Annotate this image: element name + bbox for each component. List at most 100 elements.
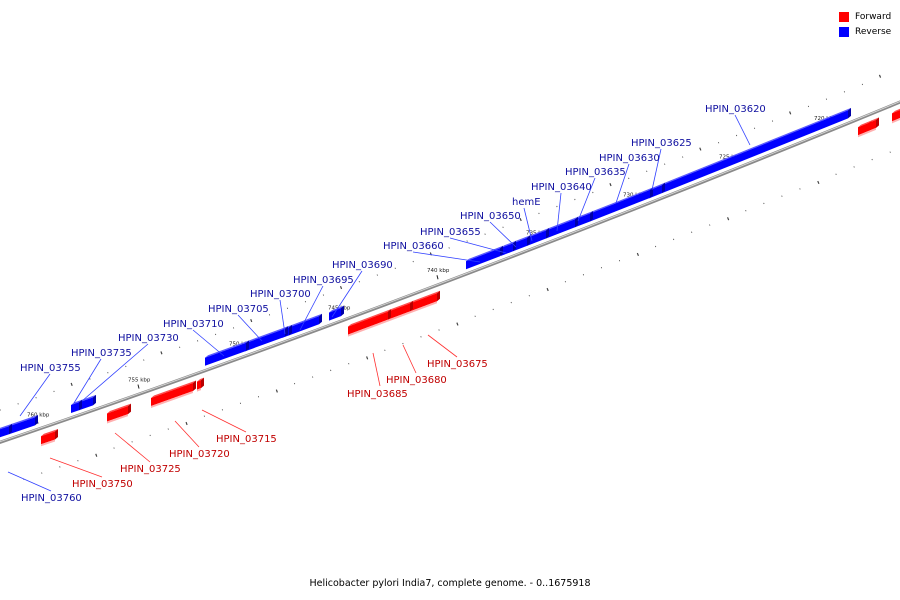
gene-label-HPIN_03730[interactable]: HPIN_03730 — [118, 333, 179, 344]
gene-HPIN_03685[interactable] — [348, 309, 391, 337]
gene-label-HPIN_03620[interactable]: HPIN_03620 — [705, 104, 766, 115]
gene-HPIN_03760[interactable] — [0, 423, 12, 439]
gene-label-HPIN_03660[interactable]: HPIN_03660 — [383, 241, 444, 252]
gene-label-HPIN_03685[interactable]: HPIN_03685 — [347, 389, 408, 400]
gene-label-HPIN_03755[interactable]: HPIN_03755 — [20, 363, 81, 374]
gene-shadow — [151, 391, 193, 408]
gene-HPIN_03675[interactable] — [410, 290, 440, 314]
gene-label-HPIN_03655[interactable]: HPIN_03655 — [420, 227, 481, 238]
gene-HPIN_03755[interactable] — [9, 414, 38, 435]
gene-HPIN_03695[interactable] — [289, 313, 322, 336]
gene-HPIN_03705[interactable] — [245, 326, 288, 352]
label-connector — [577, 177, 596, 222]
gene-shadow — [197, 388, 201, 392]
label-connector — [49, 457, 103, 478]
gene-label-HPIN_03680[interactable]: HPIN_03680 — [386, 375, 447, 386]
gene-HPIN_03725[interactable] — [107, 403, 131, 424]
gene-label-HPIN_03625[interactable]: HPIN_03625 — [631, 138, 692, 149]
gene-top-face — [892, 108, 900, 114]
gene-front-face — [527, 230, 546, 246]
inner-tick-marks — [23, 151, 891, 480]
gene-gene-extra-2[interactable] — [869, 117, 879, 133]
gene-side-face — [79, 399, 82, 411]
gene-label-HPIN_03750[interactable]: HPIN_03750 — [72, 479, 133, 490]
gene-HPIN_03680[interactable] — [388, 300, 413, 322]
gene-front-face — [0, 426, 9, 438]
legend-forward-label: Forward — [855, 11, 892, 22]
gene-label-HPIN_03710[interactable]: HPIN_03710 — [163, 319, 224, 330]
gene-top-face — [197, 377, 204, 382]
kbp-label: 740 kbp — [427, 268, 450, 274]
gene-top-face — [410, 290, 440, 304]
gene-side-face — [527, 235, 530, 246]
gene-HPIN_03655[interactable] — [501, 240, 516, 256]
gene-HPIN_03735[interactable] — [71, 399, 82, 413]
gene-gene-extra-3[interactable] — [892, 106, 900, 124]
gene-HPIN_03710[interactable] — [205, 340, 249, 366]
genome-backbone — [0, 100, 900, 444]
gene-front-face — [348, 311, 388, 335]
gene-shadow — [348, 319, 388, 337]
gene-top-face — [107, 403, 131, 414]
gene-side-face — [35, 414, 38, 426]
gene-label-HPIN_03705[interactable]: HPIN_03705 — [208, 304, 269, 315]
gene-front-face — [329, 308, 341, 321]
gene-label-HPIN_03630[interactable]: HPIN_03630 — [599, 153, 660, 164]
gene-top-face — [329, 305, 344, 313]
gene-label-hemE[interactable]: hemE — [512, 197, 541, 208]
gene-top-face — [71, 399, 82, 405]
tick-mark — [185, 421, 188, 426]
tick-mark — [339, 285, 343, 290]
tick-mark — [699, 147, 702, 151]
kbp-tick — [137, 384, 140, 389]
tick-mark — [636, 252, 639, 257]
gene-label-HPIN_03700[interactable]: HPIN_03700 — [250, 289, 311, 300]
gene-label-HPIN_03725[interactable]: HPIN_03725 — [120, 464, 181, 475]
gene-side-face — [93, 394, 96, 406]
gene-label-HPIN_03735[interactable]: HPIN_03735 — [71, 348, 132, 359]
tick-mark — [95, 453, 98, 457]
gene-top-face — [858, 120, 872, 128]
gene-HPIN_03720[interactable] — [151, 380, 196, 408]
gene-side-face — [388, 309, 391, 320]
label-connector — [201, 409, 247, 433]
gene-label-HPIN_03720[interactable]: HPIN_03720 — [169, 449, 230, 460]
kbp-tick — [436, 275, 439, 280]
gene-label-HPIN_03760[interactable]: HPIN_03760 — [21, 493, 82, 504]
legend-reverse: Reverse — [839, 24, 891, 39]
gene-shadow — [869, 127, 876, 133]
label-connector — [427, 334, 458, 358]
label-connector — [174, 420, 200, 448]
label-connector — [449, 237, 507, 254]
reverse-swatch — [839, 26, 849, 37]
gene-top-face — [590, 187, 653, 214]
tick-mark — [366, 356, 369, 360]
gene-front-face — [9, 417, 35, 435]
gene-label-HPIN_03675[interactable]: HPIN_03675 — [427, 359, 488, 370]
gene-HPIN_03640[interactable] — [546, 216, 578, 239]
gene-label-HPIN_03695[interactable]: HPIN_03695 — [293, 275, 354, 286]
gene-label-HPIN_03690[interactable]: HPIN_03690 — [332, 260, 393, 271]
label-connector — [489, 221, 517, 248]
gene-side-face — [319, 313, 322, 325]
tick-mark — [70, 382, 73, 387]
gene-HPIN_03650[interactable] — [513, 235, 530, 252]
gene-front-face — [388, 303, 410, 320]
gene-side-face — [128, 403, 131, 415]
gene-side-face — [341, 305, 344, 317]
gene-HPIN_03715[interactable] — [197, 377, 204, 392]
gene-label-HPIN_03640[interactable]: HPIN_03640 — [531, 182, 592, 193]
gene-top-face — [245, 326, 288, 344]
label-connector — [372, 352, 381, 387]
gene-label-HPIN_03650[interactable]: HPIN_03650 — [460, 211, 521, 222]
gene-HPIN_03750[interactable] — [41, 428, 58, 447]
gene-hemE[interactable] — [527, 228, 549, 246]
gene-HPIN_03690[interactable] — [329, 305, 344, 321]
gene-label-HPIN_03635[interactable]: HPIN_03635 — [565, 167, 626, 178]
gene-label-HPIN_03715[interactable]: HPIN_03715 — [216, 434, 277, 445]
gene-top-face — [546, 216, 578, 231]
gene-front-face — [546, 219, 575, 239]
gene-HPIN_03620[interactable] — [662, 107, 851, 194]
gene-front-face — [245, 328, 285, 352]
